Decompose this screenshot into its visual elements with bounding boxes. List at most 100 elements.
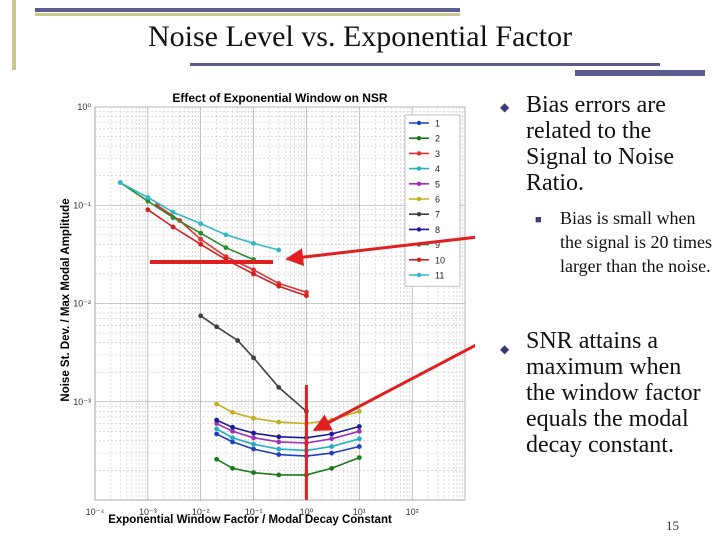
legend-label: 11 bbox=[435, 271, 444, 281]
data-point-series-4 bbox=[251, 441, 256, 447]
legend-swatch-marker bbox=[416, 227, 422, 232]
top-accent-bar-light bbox=[35, 13, 460, 16]
data-point-series-2 bbox=[356, 455, 362, 461]
series-line-9 bbox=[119, 181, 254, 261]
data-point-series-8 bbox=[276, 434, 282, 440]
y-tick-label: 10⁻² bbox=[73, 299, 91, 309]
legend-swatch-marker bbox=[416, 181, 422, 186]
data-point-series-8 bbox=[356, 424, 362, 429]
data-point-series-10 bbox=[170, 224, 176, 230]
data-point-series-3 bbox=[198, 236, 204, 242]
data-point-series-1 bbox=[356, 444, 362, 449]
bullet-1: Bias errors are related to the Signal to… bbox=[526, 92, 674, 196]
legend-swatch-marker bbox=[416, 151, 422, 156]
legend-label: 4 bbox=[435, 164, 440, 174]
x-tick-label: 10² bbox=[406, 507, 419, 517]
bullet-diamond-icon: ◆ bbox=[500, 100, 510, 114]
legend-swatch-marker bbox=[416, 212, 422, 217]
data-point-series-10 bbox=[145, 207, 151, 213]
data-point-series-11 bbox=[145, 195, 151, 200]
chart-title: Effect of Exponential Window on NSR bbox=[172, 91, 388, 105]
nsr-chart: 10⁻⁴ 10⁻³ 10⁻² 10⁻¹ 10⁰ 10¹ 10² 10⁰ 10⁻¹ 10⁻² 10⁻³… bbox=[60, 91, 475, 526]
data-point-series-11 bbox=[251, 240, 256, 246]
legend-swatch-marker bbox=[416, 196, 422, 202]
sub-bullet-square-icon: ■ bbox=[535, 214, 542, 226]
data-point-series-8 bbox=[214, 417, 220, 423]
data-point-series-6 bbox=[276, 419, 282, 425]
y-tick-label: 10⁰ bbox=[77, 102, 91, 112]
data-point-series-9 bbox=[198, 230, 204, 236]
data-point-series-11 bbox=[276, 247, 282, 253]
data-point-series-7 bbox=[198, 313, 204, 319]
data-point-series-10 bbox=[304, 293, 309, 299]
series-line-7 bbox=[200, 315, 307, 412]
legend-label: 1 bbox=[435, 119, 440, 129]
data-point-series-8 bbox=[329, 431, 335, 437]
data-point-series-5 bbox=[214, 421, 220, 426]
legend-label: 5 bbox=[435, 179, 440, 189]
data-point-series-11 bbox=[170, 209, 176, 215]
data-point-series-6 bbox=[356, 408, 362, 414]
data-point-series-10 bbox=[276, 283, 282, 289]
legend-label: 6 bbox=[435, 195, 440, 205]
x-tick-label: 10⁻¹ bbox=[245, 507, 263, 517]
data-point-series-11 bbox=[223, 232, 229, 238]
slide-title: Noise Level vs. Exponential Factor bbox=[148, 20, 573, 53]
data-point-series-11 bbox=[117, 180, 123, 186]
chart-ticks: 10⁻⁴ 10⁻³ 10⁻² 10⁻¹ 10⁰ 10¹ 10² 10⁰ 10⁻¹ 10⁻² 10⁻³ bbox=[73, 102, 418, 517]
legend-box bbox=[404, 114, 461, 287]
data-point-series-1 bbox=[329, 450, 335, 456]
data-point-series-2 bbox=[276, 472, 282, 478]
chart-y-axis-label: Noise St. Dev. / Max Modal Amplitude bbox=[60, 198, 72, 401]
data-point-series-4 bbox=[230, 435, 235, 441]
legend-label: 10 bbox=[435, 255, 445, 265]
data-point-series-4 bbox=[276, 446, 282, 452]
data-point-series-2 bbox=[329, 465, 335, 471]
top-accent-bar bbox=[35, 8, 460, 12]
data-point-series-4 bbox=[356, 436, 362, 442]
data-point-series-2 bbox=[230, 465, 235, 471]
data-point-series-4 bbox=[329, 444, 335, 449]
data-point-series-8 bbox=[251, 430, 256, 436]
data-point-series-7 bbox=[251, 355, 256, 361]
data-point-series-3 bbox=[304, 289, 309, 295]
data-point-series-3 bbox=[251, 267, 256, 273]
x-tick-label: 10⁻² bbox=[192, 507, 210, 517]
legend-swatch-marker bbox=[416, 136, 422, 141]
data-point-series-2 bbox=[251, 470, 256, 476]
data-point-series-5 bbox=[276, 439, 282, 445]
legend-label: 3 bbox=[435, 149, 440, 159]
data-point-series-9 bbox=[145, 198, 151, 204]
chart-series bbox=[117, 180, 362, 478]
chart-x-axis-label: Exponential Window Factor / Modal Decay … bbox=[108, 514, 392, 526]
legend-label: 8 bbox=[435, 225, 440, 235]
legend-label: 2 bbox=[435, 134, 440, 144]
data-point-series-5 bbox=[329, 436, 335, 442]
page-number: 15 bbox=[666, 518, 679, 533]
legend-label: 7 bbox=[435, 210, 440, 220]
legend-swatch-marker bbox=[416, 166, 422, 171]
left-vertical-accent bbox=[12, 0, 16, 70]
chart-grid bbox=[94, 106, 466, 501]
y-tick-label: 10⁻¹ bbox=[73, 200, 91, 210]
y-tick-label: 10⁻³ bbox=[73, 397, 91, 407]
bullet-1-sub: Bias is small when the signal is 20 time… bbox=[560, 208, 712, 276]
x-tick-label: 10⁻³ bbox=[139, 507, 157, 517]
x-tick-label: 10¹ bbox=[353, 507, 366, 517]
data-point-series-1 bbox=[230, 439, 235, 445]
legend-swatch-marker bbox=[416, 272, 422, 278]
right-accent-bar bbox=[575, 70, 705, 76]
bullet-diamond-icon: ◆ bbox=[500, 342, 510, 356]
data-point-series-9 bbox=[170, 215, 176, 220]
data-point-series-6 bbox=[230, 409, 235, 415]
data-point-series-9 bbox=[223, 245, 229, 251]
data-point-series-5 bbox=[356, 428, 362, 434]
data-point-series-10 bbox=[251, 271, 256, 277]
data-point-series-4 bbox=[214, 426, 220, 432]
data-point-series-5 bbox=[230, 428, 235, 434]
data-point-series-6 bbox=[214, 401, 220, 407]
arrow-to-snr-peak bbox=[312, 343, 475, 432]
chart-legend: 1 2 3 4 5 6 7 8 9 10 11 bbox=[404, 114, 461, 287]
title-underline-bar bbox=[190, 63, 660, 66]
data-point-series-1 bbox=[276, 452, 282, 457]
